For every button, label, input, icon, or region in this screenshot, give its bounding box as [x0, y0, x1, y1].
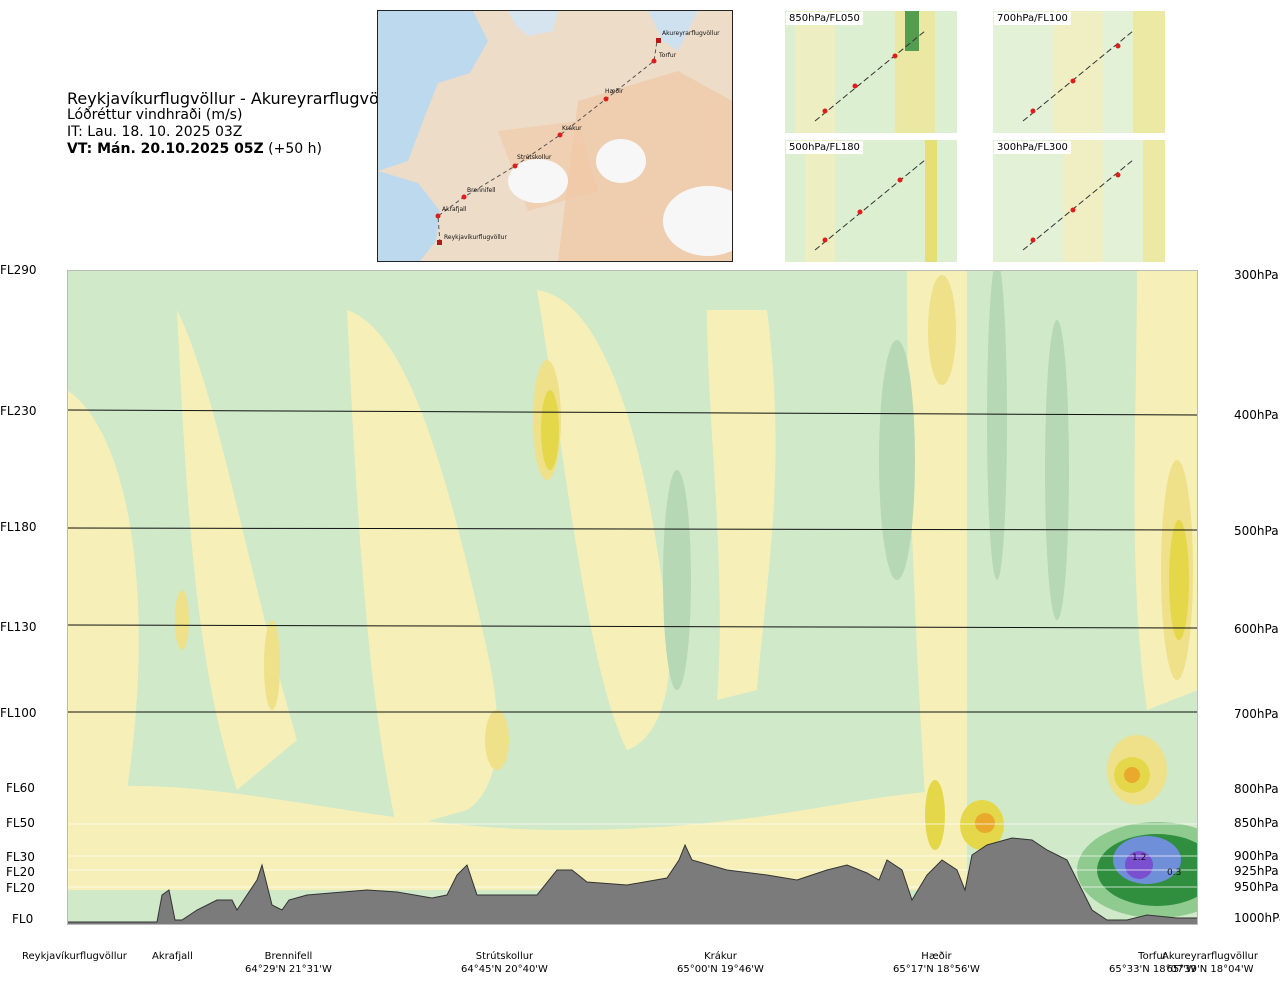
- left-level-fl180: FL180: [0, 520, 37, 534]
- plot-frame: [67, 270, 1198, 925]
- left-level-fl20b: FL20: [6, 881, 35, 895]
- station-akrafjall: Akrafjall: [152, 950, 193, 963]
- issue-time: IT: Lau. 18. 10. 2025 03Z: [67, 124, 243, 140]
- panel-300hpa: 300hPa/FL300: [993, 140, 1165, 262]
- panel-500hpa: 500hPa/FL180: [785, 140, 957, 262]
- value-label-1: 1.2: [1132, 853, 1146, 863]
- left-level-fl20a: FL20: [6, 865, 35, 879]
- map-label-brennifell: Brennifell: [467, 187, 496, 194]
- station-krakur-coord: 65°00'N 19°46'W: [677, 964, 764, 975]
- panel-700hpa: 700hPa/FL100: [993, 11, 1165, 133]
- left-level-fl230: FL230: [0, 404, 37, 418]
- panel-700hpa-label: 700hPa/FL100: [994, 12, 1071, 25]
- station-krakur: Krákur 65°00'N 19°46'W: [677, 950, 764, 976]
- map-label-akureyri: Akureyrarflugvöllur: [662, 30, 720, 37]
- chart-header: Reykjavíkurflugvöllur - Akureyrarflugvöl…: [67, 90, 404, 158]
- right-level-700: 700hPa: [1234, 707, 1279, 721]
- right-level-925: 925hPa: [1234, 864, 1279, 878]
- value-label-2: 0.3: [1167, 868, 1181, 878]
- map-label-torfur: Torfur: [658, 52, 677, 59]
- panel-850hpa: 850hPa/FL050: [785, 11, 957, 133]
- right-level-400: 400hPa: [1234, 408, 1279, 422]
- station-brennifell-coord: 64°29'N 21°31'W: [245, 964, 332, 975]
- station-strutskollur-coord: 64°45'N 20°40'W: [461, 964, 548, 975]
- station-torfur-coord: 65°33'N 18°07'W: [1109, 964, 1196, 975]
- station-akureyri-coord: 65°39'N 18°04'W: [1166, 964, 1254, 975]
- panel-850hpa-graphic: [785, 11, 957, 133]
- left-level-fl130: FL130: [0, 620, 37, 634]
- station-akureyri: Akureyrarflugvöllur 65°39'N 18°04'W: [1162, 950, 1258, 976]
- station-haedir-name: Hæðir: [921, 951, 952, 962]
- panel-300hpa-label: 300hPa/FL300: [994, 141, 1071, 154]
- station-krakur-name: Krákur: [704, 951, 737, 962]
- panel-500hpa-graphic: [785, 140, 957, 262]
- updraft-peak: [975, 767, 1140, 833]
- forecast-offset: (+50 h): [268, 141, 322, 157]
- left-level-fl100: FL100: [0, 706, 37, 720]
- map-label-reykjavik: Reykjavíkurflugvöllur: [444, 234, 507, 241]
- right-level-500: 500hPa: [1234, 524, 1279, 538]
- updraft-strong: [541, 390, 1189, 850]
- panel-300hpa-graphic: [993, 140, 1165, 262]
- panel-700hpa-graphic: [993, 11, 1165, 133]
- terrain-profile: [67, 837, 1198, 925]
- station-strutskollur-name: Strútskollur: [475, 951, 534, 962]
- valid-time: VT: Mán. 20.10.2025 05Z: [67, 141, 264, 157]
- station-reykjavik: Reykjavíkurflugvöllur: [22, 950, 127, 963]
- map-label-strutskollur: Strútskollur: [517, 154, 552, 161]
- right-level-1000: 1000hPa: [1234, 911, 1280, 925]
- wind-barbs: [67, 270, 1198, 713]
- left-level-fl60: FL60: [6, 781, 35, 795]
- route-map-graphic: Akureyrarflugvöllur Torfur Hæðir Krákur …: [378, 11, 732, 261]
- right-level-950: 950hPa: [1234, 880, 1279, 894]
- right-level-600: 600hPa: [1234, 622, 1279, 636]
- route-title: Reykjavíkurflugvöllur - Akureyrarflugvöl…: [67, 89, 405, 108]
- left-level-fl0: FL0: [12, 912, 34, 926]
- map-label-akrafjall: Akrafjall: [442, 206, 467, 213]
- station-brennifell-name: Brennifell: [264, 951, 313, 962]
- station-torfur-name: Torfur: [1138, 951, 1167, 962]
- left-level-fl290: FL290: [0, 263, 37, 277]
- panel-850hpa-label: 850hPa/FL050: [786, 12, 863, 25]
- station-akrafjall-name: Akrafjall: [152, 951, 193, 962]
- map-label-krakur: Krákur: [562, 125, 582, 132]
- map-label-haedir: Hæðir: [605, 88, 624, 95]
- station-reykjavik-name: Reykjavíkurflugvöllur: [22, 951, 127, 962]
- right-level-900: 900hPa: [1234, 849, 1279, 863]
- station-akureyri-name: Akureyrarflugvöllur: [1162, 951, 1259, 962]
- cross-section-graphic: 1.2 0.3: [67, 270, 1198, 925]
- cross-section-plot: 1.2 0.3: [67, 270, 1198, 925]
- left-level-fl50: FL50: [6, 816, 35, 830]
- station-brennifell: Brennifell 64°29'N 21°31'W: [245, 950, 332, 976]
- station-haedir-coord: 65°17'N 18°56'W: [893, 964, 980, 975]
- right-level-300: 300hPa: [1234, 268, 1279, 282]
- station-torfur: Torfur 65°33'N 18°07'W: [1109, 950, 1196, 976]
- right-level-850: 850hPa: [1234, 816, 1279, 830]
- right-level-800: 800hPa: [1234, 782, 1279, 796]
- panel-500hpa-label: 500hPa/FL180: [786, 141, 863, 154]
- station-haedir: Hæðir 65°17'N 18°56'W: [893, 950, 980, 976]
- route-map: Akureyrarflugvöllur Torfur Hæðir Krákur …: [377, 10, 733, 262]
- variable-label: Lóðréttur vindhraði (m/s): [67, 107, 243, 123]
- left-level-fl30: FL30: [6, 850, 35, 864]
- updraft-areas: [67, 270, 1198, 890]
- station-strutskollur: Strútskollur 64°45'N 20°40'W: [461, 950, 548, 976]
